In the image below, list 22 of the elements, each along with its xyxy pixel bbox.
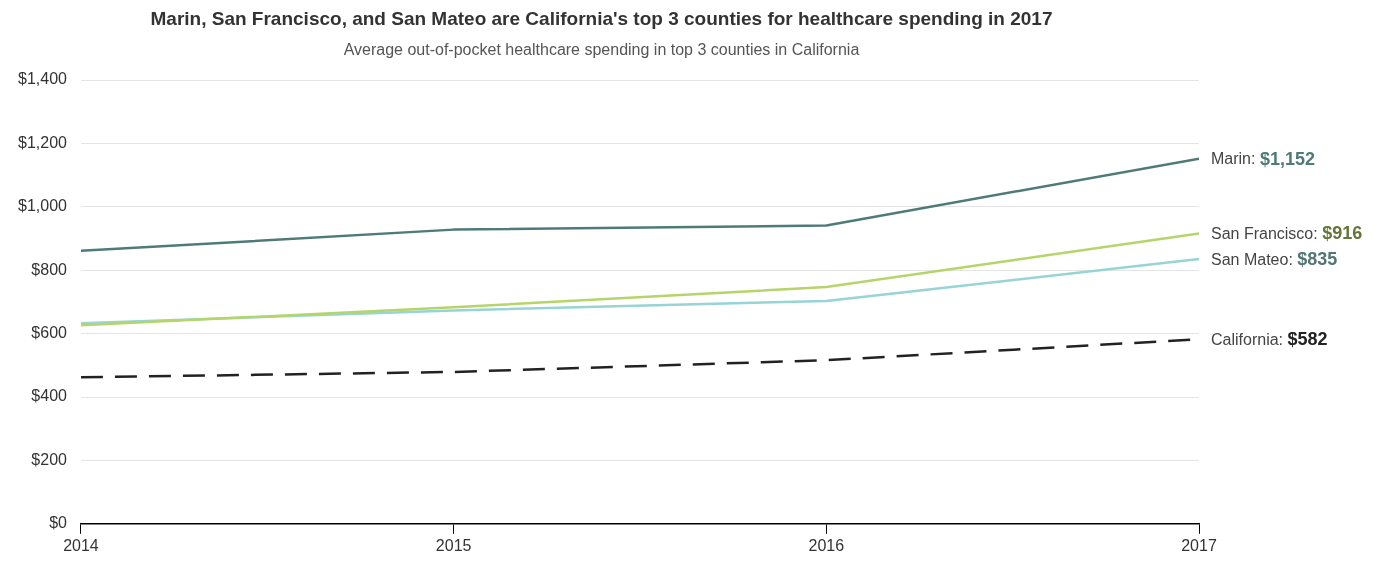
series-label: Marin: — [1211, 150, 1256, 168]
x-tick-label: 2016 — [808, 536, 845, 554]
y-tick-label: $1,000 — [18, 197, 68, 215]
x-tick-label: 2017 — [1181, 536, 1217, 554]
y-tick-label: $800 — [31, 260, 68, 278]
y-tick-label: $1,200 — [18, 133, 68, 151]
series-label: California: — [1211, 330, 1284, 348]
x-tick-label: 2015 — [435, 536, 472, 554]
chart-title: Marin, San Francisco, and San Mateo are California's top 3 counties for healthcare spending in 2017 — [150, 7, 1053, 29]
y-tick-label: $0 — [49, 514, 68, 532]
y-tick-label: $400 — [31, 387, 68, 405]
series-label: San Mateo: — [1211, 250, 1293, 268]
text: $916 — [1322, 223, 1363, 244]
text: $1,152 — [1259, 148, 1315, 169]
y-tick-label: $200 — [31, 450, 68, 468]
chart-subtitle: Average out-of-pocket healthcare spending in top 3 counties in California — [343, 40, 860, 58]
y-tick-label: $1,400 — [18, 70, 68, 88]
x-tick-label: 2014 — [63, 536, 99, 554]
y-tick-label: $600 — [31, 324, 68, 342]
text: $582 — [1287, 329, 1328, 350]
text: $835 — [1297, 249, 1338, 270]
series-label: San Francisco: — [1211, 224, 1318, 242]
